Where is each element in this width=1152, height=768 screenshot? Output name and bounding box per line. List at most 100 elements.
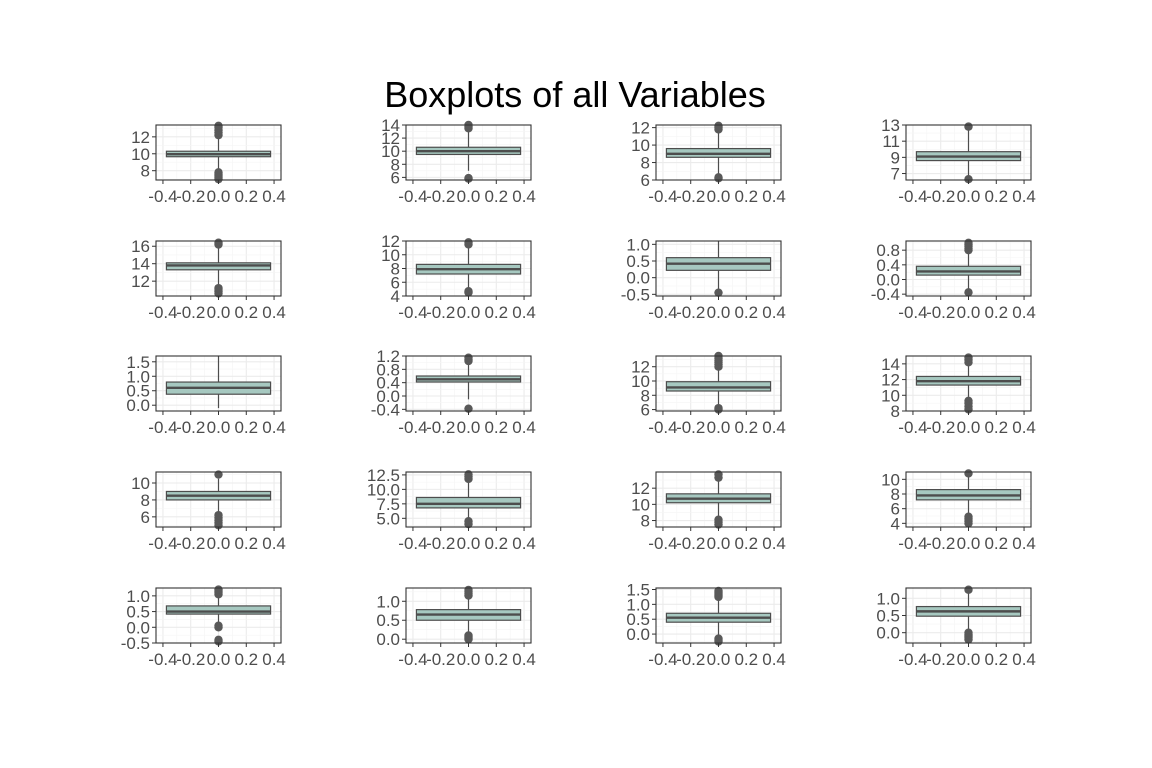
y-tick-label: 0.0 bbox=[376, 387, 400, 406]
x-tick-label: -0.4 bbox=[648, 303, 677, 322]
x-tick-label: -0.2 bbox=[676, 303, 705, 322]
outlier-point bbox=[464, 238, 473, 247]
y-tick-label: 0.0 bbox=[626, 625, 650, 644]
y-tick-label: 12 bbox=[381, 129, 400, 148]
x-tick-label: -0.4 bbox=[898, 187, 927, 206]
x-tick-label: -0.2 bbox=[426, 303, 455, 322]
y-tick-label: 1.5 bbox=[626, 580, 650, 599]
x-tick-label: 0.0 bbox=[207, 187, 231, 206]
x-tick-label: -0.2 bbox=[426, 650, 455, 669]
y-tick-label: 6 bbox=[141, 508, 150, 527]
y-tick-label: 8 bbox=[641, 386, 650, 405]
x-tick-label: -0.4 bbox=[648, 650, 677, 669]
x-tick-label: -0.4 bbox=[648, 418, 677, 437]
y-tick-label: 7.5 bbox=[376, 495, 400, 514]
y-tick-label: 12 bbox=[631, 119, 650, 138]
x-tick-label: 0.0 bbox=[707, 303, 731, 322]
y-tick-label: 8 bbox=[641, 154, 650, 173]
y-tick-label: 10 bbox=[631, 372, 650, 391]
y-tick-label: 1.0 bbox=[626, 595, 650, 614]
x-tick-label: 0.2 bbox=[984, 187, 1008, 206]
y-tick-label: 12 bbox=[131, 272, 150, 291]
outlier-point bbox=[214, 121, 223, 131]
x-tick-label: -0.4 bbox=[398, 303, 427, 322]
boxplot-panel-20: -0.4-0.2 0.0 0.2 0.40.00.51.0 bbox=[876, 585, 1036, 669]
y-tick-label: -0.4 bbox=[871, 285, 900, 304]
y-tick-label: 16 bbox=[131, 237, 150, 256]
boxplot-panel-7: -0.4-0.2 0.0 0.2 0.4-0.50.00.51.0 bbox=[621, 235, 786, 322]
x-tick-label: 0.4 bbox=[512, 303, 536, 322]
outlier-point bbox=[214, 621, 223, 630]
x-tick-label: 0.0 bbox=[707, 187, 731, 206]
x-tick-label: -0.4 bbox=[648, 187, 677, 206]
y-tick-label: 8 bbox=[141, 491, 150, 510]
y-tick-label: 11 bbox=[882, 132, 900, 151]
y-tick-label: 4 bbox=[891, 514, 900, 533]
x-tick-label: 0.0 bbox=[707, 418, 731, 437]
y-tick-label: 12 bbox=[631, 358, 650, 377]
outlier-point bbox=[214, 510, 223, 520]
x-tick-label: 0.0 bbox=[457, 303, 481, 322]
x-tick-label: 0.4 bbox=[512, 534, 536, 553]
outlier-point bbox=[964, 628, 973, 637]
y-tick-label: 0.5 bbox=[876, 607, 900, 626]
outlier-point bbox=[964, 396, 973, 405]
x-tick-label: 0.2 bbox=[484, 534, 508, 553]
x-tick-label: 0.0 bbox=[707, 650, 731, 669]
y-tick-label: 12 bbox=[131, 128, 150, 147]
x-tick-label: 0.2 bbox=[734, 650, 758, 669]
y-tick-label: 1.0 bbox=[376, 592, 400, 611]
y-tick-label: 12.5 bbox=[367, 466, 400, 485]
x-tick-label: 0.2 bbox=[484, 187, 508, 206]
x-tick-label: 0.2 bbox=[984, 303, 1008, 322]
y-tick-label: 10 bbox=[881, 470, 900, 489]
x-tick-label: 0.4 bbox=[1012, 418, 1036, 437]
y-tick-label: 12 bbox=[631, 479, 650, 498]
outlier-point bbox=[964, 469, 973, 478]
x-tick-label: 0.0 bbox=[457, 534, 481, 553]
x-tick-label: -0.2 bbox=[176, 650, 205, 669]
y-tick-label: 0.8 bbox=[376, 360, 400, 379]
outlier-point bbox=[964, 512, 973, 521]
x-tick-label: -0.4 bbox=[148, 187, 177, 206]
x-tick-label: 0.2 bbox=[484, 650, 508, 669]
y-tick-label: -0.5 bbox=[621, 285, 650, 304]
x-tick-label: -0.2 bbox=[926, 650, 955, 669]
y-tick-label: 10 bbox=[131, 145, 150, 164]
y-tick-label: 8 bbox=[641, 512, 650, 531]
outlier-point bbox=[464, 631, 473, 640]
x-tick-label: -0.4 bbox=[898, 418, 927, 437]
y-tick-label: 6 bbox=[641, 171, 650, 190]
y-tick-label: 6 bbox=[391, 273, 400, 292]
x-tick-label: -0.2 bbox=[426, 187, 455, 206]
x-tick-label: 0.2 bbox=[234, 187, 258, 206]
y-tick-label: 1.0 bbox=[876, 589, 900, 608]
y-tick-label: 0.0 bbox=[126, 396, 150, 415]
outlier-point bbox=[714, 403, 723, 413]
boxplot-panel-8: -0.4-0.2 0.0 0.2 0.4-0.40.00.40.8 bbox=[871, 238, 1036, 322]
y-tick-label: 9 bbox=[891, 148, 900, 167]
y-tick-label: 14 bbox=[881, 355, 900, 374]
x-tick-label: 0.4 bbox=[1012, 187, 1036, 206]
y-tick-label: 10 bbox=[881, 386, 900, 405]
x-tick-label: 0.4 bbox=[512, 418, 536, 437]
x-tick-label: 0.2 bbox=[484, 418, 508, 437]
y-tick-label: 10 bbox=[381, 246, 400, 265]
y-tick-label: 8 bbox=[141, 162, 150, 181]
y-tick-label: 0.8 bbox=[876, 241, 900, 260]
outlier-point bbox=[964, 288, 973, 297]
figure-title: Boxplots of all Variables bbox=[384, 74, 766, 115]
x-tick-label: -0.2 bbox=[176, 303, 205, 322]
x-tick-label: -0.2 bbox=[176, 418, 205, 437]
y-tick-label: 0.4 bbox=[876, 256, 900, 275]
x-tick-label: 0.0 bbox=[457, 650, 481, 669]
boxplot-panel-19: -0.4-0.2 0.0 0.2 0.40.00.51.01.5 bbox=[626, 580, 786, 669]
outlier-point bbox=[714, 121, 723, 131]
outlier-point bbox=[964, 238, 973, 248]
y-tick-label: 8 bbox=[391, 260, 400, 279]
y-tick-label: 0.0 bbox=[126, 618, 150, 637]
y-tick-label: 0.5 bbox=[126, 603, 150, 622]
